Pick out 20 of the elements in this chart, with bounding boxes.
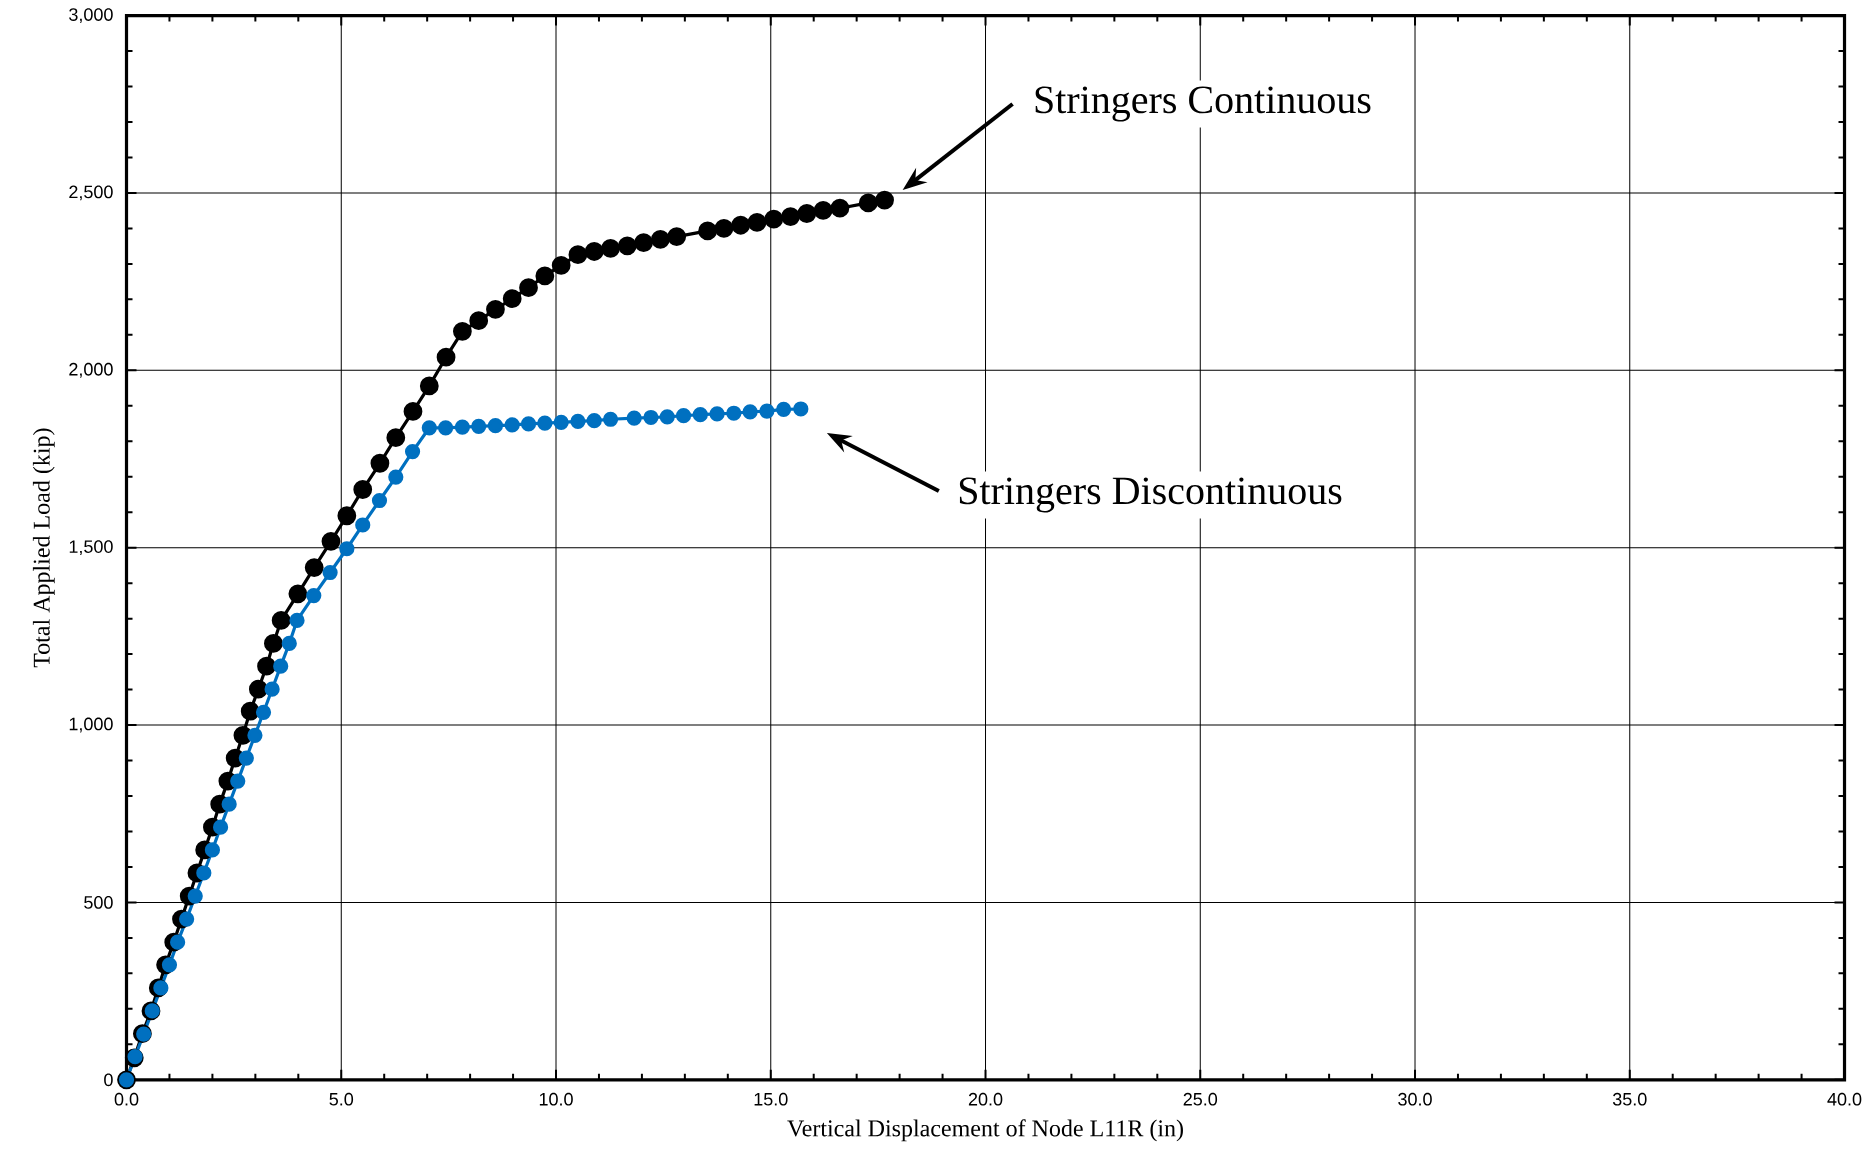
x-axis-title: Vertical Displacement of Node L11R (in)	[787, 1119, 1183, 1142]
annotation: Stringers Discontinuous	[959, 477, 1342, 513]
x-tick-label: 5.0	[329, 1092, 354, 1106]
x-tick-label: 25.0	[1183, 1092, 1218, 1106]
x-tick-label: 20.0	[968, 1092, 1003, 1106]
y-tick-label: 2,500	[69, 185, 113, 201]
y-tick-label: 3,000	[69, 8, 113, 23]
annotation: Stringers Continuous	[1035, 86, 1371, 122]
y-tick-label: 1,000	[69, 717, 113, 733]
x-tick-label: 0.0	[114, 1092, 139, 1106]
x-tick-label: 30.0	[1398, 1092, 1432, 1106]
y-axis-title: Total Applied Load (kip)	[32, 428, 55, 668]
y-tick-label: 1,500	[69, 540, 113, 556]
x-tick-label: 40.0	[1827, 1092, 1862, 1106]
y-tick-label: 500	[84, 896, 113, 909]
x-tick-label: 15.0	[754, 1092, 788, 1106]
y-tick-label: 0	[104, 1073, 113, 1087]
y-tick-label: 2,000	[69, 362, 113, 378]
x-tick-label: 35.0	[1612, 1092, 1647, 1106]
x-tick-label: 10.0	[539, 1092, 573, 1106]
